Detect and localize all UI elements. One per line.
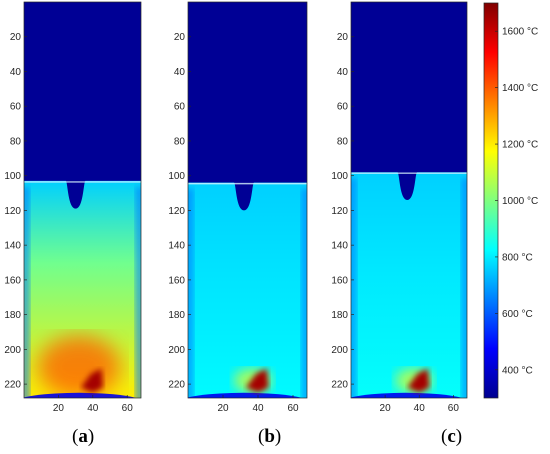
colorbar-tick-label: 800 °C (502, 252, 533, 263)
hot-glow (37, 335, 121, 398)
axes-frame (187, 1, 308, 399)
colorbar-tick-label: 400 °C (502, 365, 533, 376)
axes-frame (350, 1, 468, 399)
y-tick-label: 100 (4, 171, 21, 182)
x-tick-label: 60 (448, 403, 460, 414)
y-tick-label: 120 (331, 206, 348, 217)
heatmap-panel-a: 20 40 60 80 100 120 140 160 180 200 220 20 40 60 (4, 1, 142, 414)
heatmap-panel-c: 20 40 60 80 100 120 140 160 180 200 220 20 40 60 (331, 1, 468, 414)
panel-caption-b: (b) (258, 426, 282, 447)
wall-shade-right (301, 188, 307, 398)
hotspot (80, 368, 104, 393)
x-tick-label: 40 (414, 403, 426, 414)
x-tick-label: 60 (122, 403, 134, 414)
x-tick-label: 20 (53, 403, 65, 414)
colorbar: 400 °C 600 °C 800 °C 1000 °C 1200 °C 1400 °C 1… (483, 2, 538, 399)
y-tick-label: 100 (168, 171, 185, 182)
y-tick-label: 220 (4, 380, 21, 391)
panel-caption-c: (c) (441, 426, 463, 447)
colorbar-tick-label: 1200 °C (502, 140, 538, 151)
wall-shade-left (351, 178, 357, 398)
colorbar-tick-label: 600 °C (502, 309, 533, 320)
y-tick-label: 200 (331, 345, 348, 356)
x-tick-label: 20 (380, 403, 392, 414)
y-tick-label: 40 (174, 67, 186, 78)
y-tick-label: 160 (4, 275, 21, 286)
y-tick-label: 20 (337, 32, 349, 43)
heated-body (351, 172, 467, 398)
bottom-arc (24, 392, 136, 398)
y-tick-label: 120 (4, 206, 21, 217)
axes-frame (23, 1, 142, 399)
wall-shade-right (461, 178, 467, 398)
x-tick-label: 60 (287, 403, 299, 414)
hotspot (407, 368, 430, 393)
y-tick-label: 220 (331, 380, 348, 391)
y-tick-label: 60 (174, 102, 186, 113)
colorbar-gradient (484, 3, 498, 398)
y-tick-label: 180 (331, 310, 348, 321)
y-tick-label: 140 (331, 241, 348, 252)
y-tick-label: 120 (168, 206, 185, 217)
wall-shade-right (135, 186, 141, 398)
x-tick-label: 20 (217, 403, 229, 414)
y-tick-label: 100 (331, 171, 348, 182)
x-tick-label: 40 (252, 403, 264, 414)
y-tick-label: 40 (337, 67, 349, 78)
y-tick-label: 200 (168, 345, 185, 356)
y-tick-label: 140 (4, 241, 21, 252)
wall-shade-left (24, 186, 30, 398)
y-tick-label: 180 (168, 310, 185, 321)
heated-body (188, 182, 307, 398)
colorbar-tick-label: 1000 °C (502, 196, 538, 207)
x-tick-label: 40 (87, 403, 99, 414)
y-tick-label: 40 (10, 67, 22, 78)
y-tick-label: 140 (168, 241, 185, 252)
y-tick-label: 200 (4, 345, 21, 356)
bottom-arc (188, 392, 302, 398)
colorbar-tick-label: 1600 °C (502, 27, 538, 38)
y-tick-label: 20 (174, 32, 186, 43)
heatmap-panel-b: 20 40 60 80 100 120 140 160 180 200 220 20 40 60 (168, 1, 308, 414)
y-tick-label: 80 (10, 136, 22, 147)
bottom-arc (351, 392, 462, 398)
y-tick-label: 160 (168, 275, 185, 286)
panel-caption-a: (a) (72, 426, 95, 447)
wall-shade-left (188, 188, 194, 398)
y-tick-label: 160 (331, 275, 348, 286)
y-tick-label: 60 (10, 102, 22, 113)
hotspot (245, 368, 269, 393)
colorbar-tick-label: 1400 °C (502, 83, 538, 94)
y-tick-label: 60 (337, 102, 349, 113)
y-tick-label: 180 (4, 310, 21, 321)
y-tick-label: 80 (174, 136, 186, 147)
y-tick-label: 20 (10, 32, 22, 43)
y-tick-label: 220 (168, 380, 185, 391)
y-tick-label: 80 (337, 136, 349, 147)
